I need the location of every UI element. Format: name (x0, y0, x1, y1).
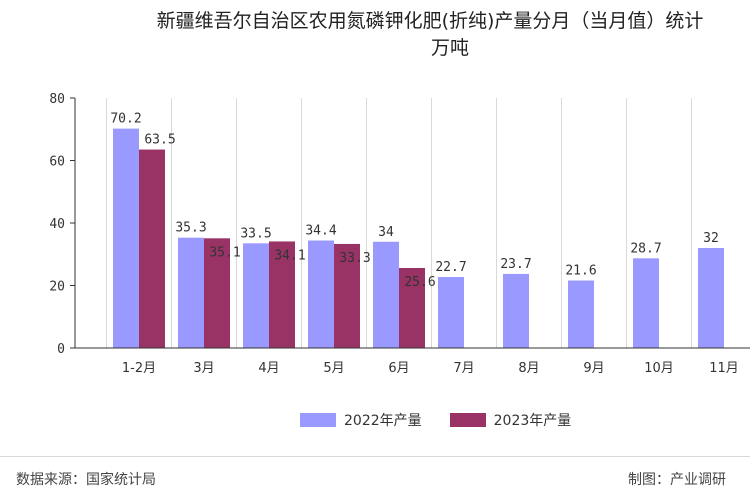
bars (113, 128, 724, 348)
bar-2022 (568, 280, 594, 348)
footer: 数据来源：国家统计局 制图：产业调研 (0, 456, 750, 501)
bar-2023 (334, 243, 360, 348)
y-tick-label: 0 (57, 342, 65, 357)
data-labels: 70.263.5 35.335.133.534.134.433.3 34 25.622… (110, 112, 718, 290)
bar-2022 (243, 243, 269, 348)
legend: 2022年产量 2023年产量 (300, 410, 599, 430)
legend-item-2022: 2022年产量 (300, 410, 422, 430)
x-tick-label: 7月 (453, 361, 474, 376)
x-tick-label: 10月 (644, 361, 674, 376)
x-tick-label: 8月 (518, 361, 539, 376)
gridlines (106, 98, 692, 348)
x-axis: 1-2月 3月 4月 5月 6月 7月 8月 9月 10月 11月 (75, 347, 750, 376)
bar-2022 (503, 273, 529, 348)
x-tick-label: 6月 (388, 361, 409, 376)
bar-2022 (113, 128, 139, 348)
legend-item-2023: 2023年产量 (449, 410, 572, 430)
x-tick-label: 3月 (193, 361, 214, 376)
bar-2023 (399, 268, 425, 348)
bar-2023 (204, 238, 230, 348)
data-label: 34 (378, 225, 394, 240)
data-label: 21.6 (565, 264, 596, 279)
bar-2023 (269, 241, 295, 348)
data-label: 33.3 (339, 251, 370, 266)
bar-chart: 0 20 40 60 80 70.263.5 35.335.133.534.134.433… (49, 92, 750, 376)
y-tick-label: 40 (49, 217, 65, 232)
chart-credit: 制图：产业调研 (628, 472, 726, 488)
data-label: 32 (703, 231, 719, 246)
data-source: 数据来源：国家统计局 (16, 472, 156, 488)
x-tick-label: 11月 (709, 361, 739, 376)
data-label: 35.1 (209, 245, 240, 260)
data-label: 34.4 (305, 224, 336, 239)
bar-2022 (698, 248, 724, 348)
y-tick-label: 80 (49, 92, 65, 107)
y-axis: 0 20 40 60 80 (49, 92, 76, 357)
y-tick-label: 60 (49, 155, 65, 170)
bar-2022 (178, 237, 204, 348)
data-label: 23.7 (500, 257, 531, 272)
legend-swatch-2023 (449, 413, 486, 427)
bar-2022 (438, 277, 464, 348)
bar-2022 (633, 258, 659, 348)
data-label: 70.2 (110, 112, 141, 127)
data-label: 25.6 (404, 275, 435, 290)
legend-label-2023: 2023年产量 (493, 413, 572, 429)
x-tick-label: 5月 (323, 361, 344, 376)
data-label: 33.5 (240, 226, 271, 241)
data-label: 35.3 (175, 221, 206, 236)
x-tick-label: 1-2月 (122, 361, 156, 376)
y-tick-label: 20 (49, 280, 65, 295)
data-label: 63.5 (144, 133, 175, 148)
data-label: 28.7 (630, 241, 661, 256)
data-label: 22.7 (435, 260, 466, 275)
data-label: 34.1 (274, 248, 305, 263)
chart-title-unit: 万吨 (430, 37, 469, 59)
legend-label-2022: 2022年产量 (344, 413, 422, 429)
bar-2022 (373, 241, 399, 348)
chart-title: 新疆维吾尔自治区农用氮磷钾化肥(折纯)产量分月（当月值）统计 (156, 10, 704, 32)
x-tick-label: 4月 (258, 361, 279, 376)
legend-swatch-2022 (300, 413, 336, 427)
bar-2023 (139, 149, 165, 348)
bar-2022 (308, 240, 334, 348)
x-tick-label: 9月 (583, 361, 604, 376)
